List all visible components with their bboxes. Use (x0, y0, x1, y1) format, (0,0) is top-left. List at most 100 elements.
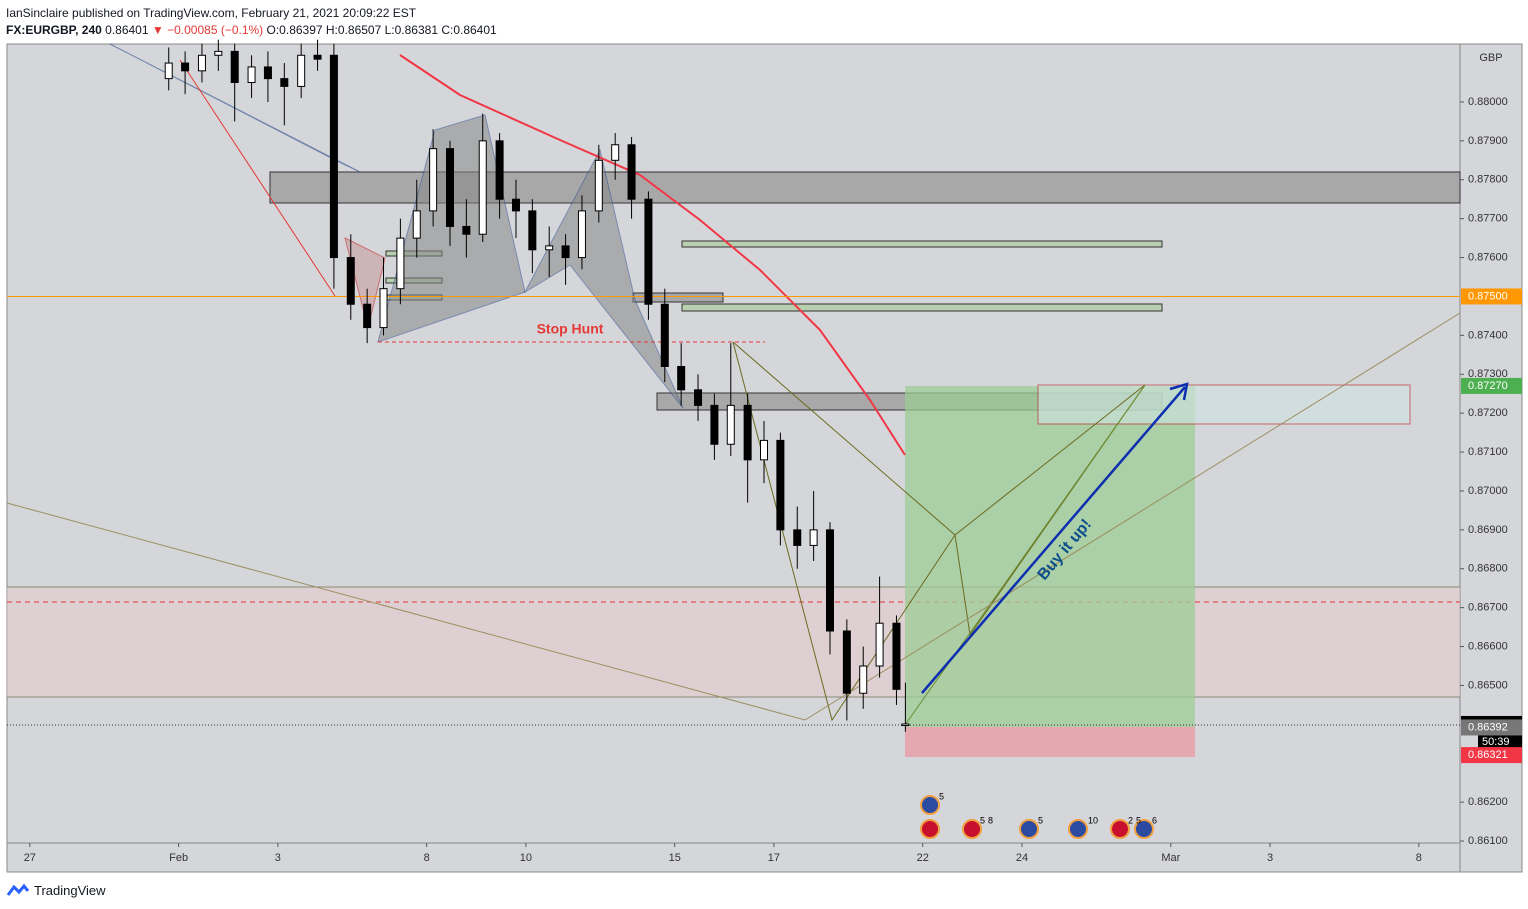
candle-body (793, 529, 802, 546)
candle-body (611, 144, 620, 161)
x-tick-label: 22 (917, 852, 929, 864)
candle-body (478, 140, 487, 235)
arrow (921, 386, 1186, 694)
event-icon (962, 819, 982, 839)
event-icon (920, 795, 940, 815)
y-tick-label: 0.87300 (1468, 368, 1508, 380)
event-icon (1110, 819, 1130, 839)
candle-body (263, 66, 272, 80)
y-tick-label: 0.87800 (1468, 174, 1508, 186)
pattern-line (732, 341, 1146, 722)
candle-body (164, 62, 173, 80)
x-tick-label: 17 (768, 852, 780, 864)
candle-body (760, 439, 769, 461)
y-tick-label: 0.87700 (1468, 213, 1508, 225)
candle-body (677, 365, 686, 391)
event-icon (1134, 819, 1154, 839)
logo (6, 883, 30, 896)
event-count: 10 (1088, 815, 1098, 825)
time-axis (6, 842, 1461, 873)
x-tick-label: 3 (1267, 852, 1273, 864)
candle-body (396, 237, 405, 290)
arrow-head (1169, 382, 1189, 401)
zone-box (681, 303, 1163, 312)
candle-body (726, 404, 735, 445)
candle-body (594, 159, 603, 212)
y-tick-label: 0.86600 (1468, 640, 1508, 652)
zone-box (681, 240, 1163, 248)
chart: Stop Hunt Buy it up! GBP 5 5 8 5 10 2 5 … (6, 39, 1523, 873)
event-count: 5 (980, 815, 985, 825)
event-icon (1019, 819, 1039, 839)
event-icon (920, 819, 940, 839)
symbol: FX:EURGBP, 240 (6, 23, 102, 37)
candle-body (901, 723, 910, 727)
candle-body (379, 288, 388, 329)
candle-body (842, 630, 851, 694)
candle-body (462, 225, 471, 235)
price-label: 0.87500 (1468, 290, 1508, 302)
candle-body (197, 54, 206, 72)
candle-body (561, 245, 570, 259)
zone-box (1037, 384, 1411, 425)
y-tick-label: 0.86800 (1468, 563, 1508, 575)
event-count: 5 (1136, 815, 1141, 825)
countdown-box (1478, 733, 1522, 749)
candle-body (660, 303, 669, 367)
candle-body (329, 54, 338, 259)
price-label-box (1461, 288, 1522, 305)
zone (7, 587, 1460, 697)
candle-body (313, 54, 322, 60)
y-tick-label: 0.87200 (1468, 407, 1508, 419)
candle-body (280, 78, 289, 87)
price-label-box (1461, 377, 1522, 394)
x-tick-label: 24 (1016, 852, 1028, 864)
brand: TradingView (34, 883, 106, 898)
candle-body (429, 148, 438, 212)
event-icon (1068, 819, 1088, 839)
events: 5 5 8 5 10 2 5 6 (920, 791, 1157, 839)
publisher: IanSinclaire published on TradingView.co… (6, 6, 417, 20)
annotation: Stop Hunt (537, 321, 604, 337)
trend-line (6, 312, 1461, 721)
header: IanSinclaire published on TradingView.co… (6, 5, 497, 39)
candle-body (892, 622, 901, 690)
candle-body (577, 210, 586, 259)
price-label: 0.86392 (1468, 721, 1508, 733)
candle-body (644, 198, 653, 305)
y-tick-label: 0.86700 (1468, 602, 1508, 614)
pattern (377, 114, 526, 343)
candle-body (545, 245, 554, 251)
candle-body (346, 257, 355, 305)
candle-body (297, 54, 306, 87)
currency: GBP (1479, 52, 1502, 64)
price-label-box (1461, 747, 1522, 764)
candle-body (743, 404, 752, 461)
pattern (344, 237, 386, 329)
y-tick-label: 0.88000 (1468, 96, 1508, 108)
change: ▼ −0.00085 (−0.1%) (151, 23, 264, 37)
event-count: 5 (1038, 815, 1043, 825)
pattern-line (179, 59, 336, 297)
candle-body (445, 148, 454, 227)
candle-body (528, 210, 537, 251)
candle-body (412, 210, 421, 239)
y-tick-label: 0.86500 (1468, 679, 1508, 691)
pattern (523, 148, 684, 409)
price-label-box (1461, 719, 1522, 736)
y-tick-label: 0.87600 (1468, 251, 1508, 263)
candle-body (825, 529, 834, 632)
candle-body (511, 198, 520, 212)
y-tick-label: 0.86200 (1468, 796, 1508, 808)
candle-body (495, 140, 504, 200)
price-label: 0.86321 (1468, 749, 1508, 761)
y-tick-label: 0.87900 (1468, 135, 1508, 147)
x-tick-label: 8 (1416, 852, 1422, 864)
price-label: 0.87270 (1468, 380, 1508, 392)
candle-body (809, 529, 818, 546)
candle-body (875, 622, 884, 667)
x-tick-label: 3 (275, 852, 281, 864)
x-tick-label: Feb (169, 852, 188, 864)
ohlc: O:0.86397 H:0.86507 L:0.86381 C:0.86401 (266, 23, 497, 37)
x-tick-label: 10 (520, 852, 532, 864)
